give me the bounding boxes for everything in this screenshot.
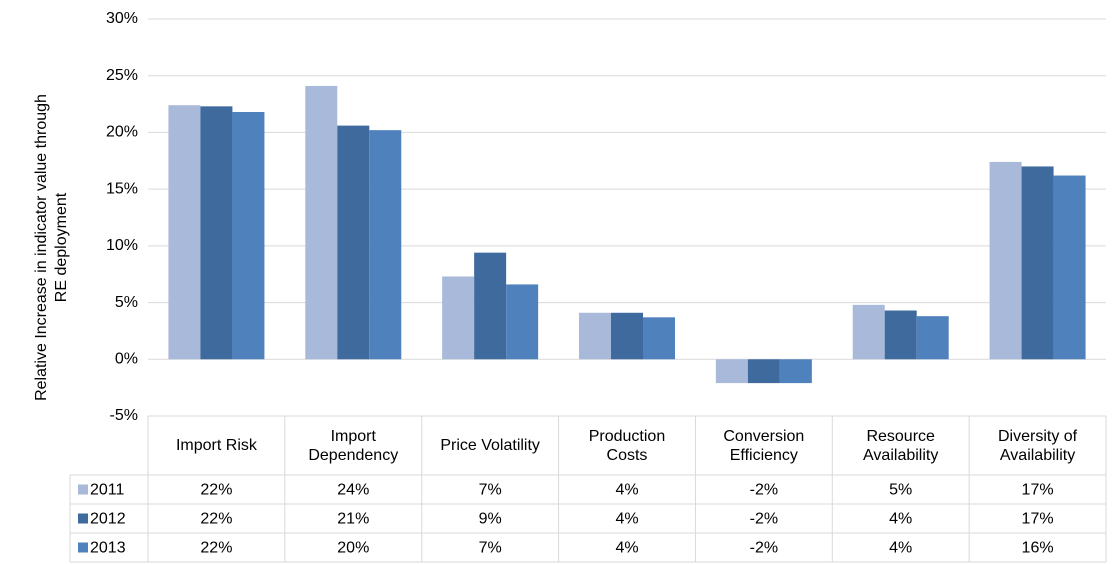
x-tick-label-text: Price Volatility (440, 437, 540, 454)
data-label: -2% (750, 482, 778, 499)
legend-label: 2011 (90, 482, 125, 499)
data-label: 16% (1022, 540, 1054, 557)
data-label: 7% (479, 540, 502, 557)
y-tick-label: 5% (115, 294, 138, 311)
data-label: 21% (337, 511, 369, 528)
bar (474, 252, 507, 360)
x-tick-label: Diversity of Availability (969, 416, 1106, 475)
bar (779, 359, 812, 384)
data-label: 22% (200, 540, 232, 557)
legend-label: 2012 (90, 511, 126, 528)
bar (232, 112, 265, 360)
x-tick-label-text: Resource Availability (863, 427, 939, 464)
y-axis-title-line: RE deployment (53, 192, 70, 302)
bar (747, 359, 780, 384)
data-label: 20% (337, 540, 369, 557)
bar (989, 161, 1022, 360)
data-label: 22% (200, 511, 232, 528)
bar (305, 85, 338, 360)
y-axis-title-line: Relative Increase in indicator value thr… (33, 94, 50, 401)
y-tick-label: 25% (106, 67, 138, 84)
bar (1053, 175, 1086, 360)
bar (369, 130, 402, 360)
x-tick-label: Import Dependency (285, 416, 422, 475)
legend-label: 2013 (90, 540, 126, 557)
legend-swatch (78, 513, 88, 524)
data-label: 4% (615, 511, 638, 528)
x-tick-label-text: Import Risk (175, 437, 257, 454)
legend-swatch (78, 484, 88, 495)
data-label: 17% (1022, 482, 1054, 499)
x-tick-label: Import Risk (148, 416, 285, 475)
y-tick-label: 20% (106, 124, 138, 141)
x-tick-label: Production Costs (559, 416, 696, 475)
data-label: 4% (889, 511, 912, 528)
bar (611, 312, 643, 360)
x-tick-label-text: Conversion Efficiency (723, 427, 805, 464)
y-tick-label: 10% (106, 237, 138, 254)
data-label: -2% (750, 511, 778, 528)
bar (579, 312, 611, 360)
data-label: 22% (200, 482, 232, 499)
x-tick-label: Conversion Efficiency (695, 416, 832, 475)
x-tick-label-text: Diversity of Availability (998, 427, 1078, 464)
bar (643, 317, 675, 360)
bar (168, 105, 201, 360)
legend-swatch (78, 542, 88, 553)
data-label: 7% (479, 482, 502, 499)
data-label: 4% (615, 540, 638, 557)
y-axis-title: Relative Increase in indicator value thr… (33, 94, 70, 401)
data-label: 9% (479, 511, 502, 528)
data-label: -2% (750, 540, 778, 557)
bar (506, 284, 539, 360)
y-tick-label: -5% (110, 407, 138, 424)
bar (852, 304, 885, 360)
x-tick-label: Resource Availability (832, 416, 969, 475)
y-tick-label: 15% (106, 180, 138, 197)
data-label: 17% (1022, 511, 1054, 528)
bar (200, 106, 233, 360)
bar (715, 359, 748, 384)
data-label: 4% (889, 540, 912, 557)
x-tick-label-text: Production Costs (588, 427, 666, 464)
data-label: 5% (889, 482, 912, 499)
y-tick-label: 0% (115, 351, 138, 368)
x-tick-label: Price Volatility (422, 416, 559, 475)
x-tick-label-text: Import Dependency (308, 427, 399, 464)
data-label: 24% (337, 482, 369, 499)
bar (916, 316, 949, 360)
bar (337, 125, 370, 360)
bar (1021, 166, 1054, 360)
bar (442, 276, 475, 360)
y-tick-label: 30% (106, 10, 138, 27)
bar (884, 310, 917, 360)
data-label: 4% (615, 482, 638, 499)
